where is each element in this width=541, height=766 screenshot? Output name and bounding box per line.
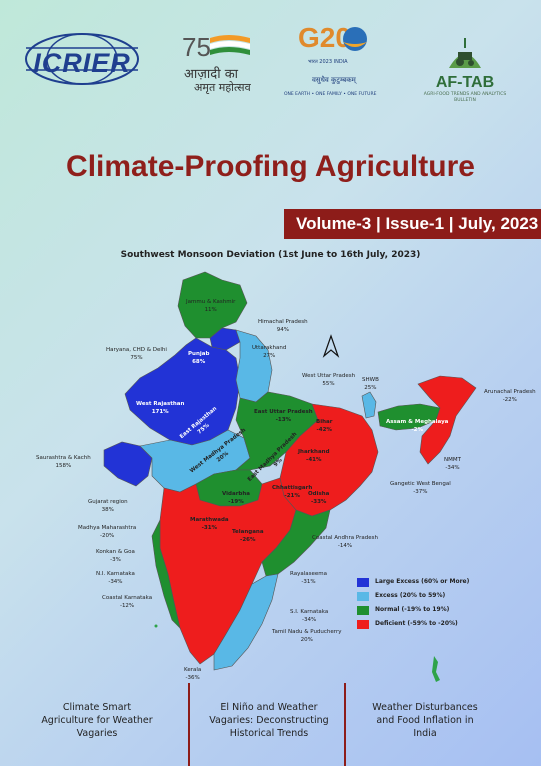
label-chhattisgarh: Chhattisgarh -21%: [272, 485, 313, 499]
aftab-tagline: AGRI-FOOD TRENDS AND ANALYTICS BULLETIN: [423, 92, 507, 103]
region-coastal-andhra: [261, 509, 331, 577]
lakshadweep-islands: [154, 624, 158, 628]
region-saurashtra-kachh: [103, 441, 153, 487]
aftab-logo: AF-TAB AGRI-FOOD TRENDS AND ANALYTICS BU…: [420, 34, 510, 104]
label-jharkhand: Jharkhand -41%: [298, 449, 330, 463]
g20-wordmark: G20: [298, 22, 351, 53]
g20-motto-hindi: वसुधैव कुटुम्बकम्: [312, 76, 356, 84]
amrit-mahotsav-text: अमृत महोत्सव: [194, 81, 251, 94]
legend-item: Large Excess (60% or More): [357, 576, 517, 590]
article-link-el-nino[interactable]: El Niño and Weather Vagaries: Deconstruct…: [209, 702, 329, 739]
region-jammu-kashmir: [177, 271, 248, 339]
label-himachal: Himachal Pradesh 94%: [258, 319, 308, 333]
label-coastal-andhra: Coastal Andhra Pradesh -14%: [312, 535, 378, 549]
legend-item: Normal (-19% to 19%): [357, 604, 517, 618]
footer-articles: Climate Smart Agriculture for Weather Vaga…: [0, 683, 541, 766]
label-coastal-karnataka: Coastal Karnataka -12%: [102, 595, 153, 609]
andaman-nicobar-islands: [432, 656, 440, 682]
lotus-globe-icon: [343, 27, 367, 51]
tricolour-flag-icon: 75: [182, 32, 250, 62]
globe-icon: [25, 33, 139, 85]
region-shwb: [361, 391, 377, 419]
legend-swatch-large-excess: [357, 578, 369, 587]
region-konkan-coastal-karnataka: [151, 519, 181, 629]
label-west-rajasthan: West Rajasthan 171%: [136, 401, 185, 415]
label-vidarbha: Vidarbha -19%: [222, 491, 250, 505]
label-haryana: Haryana, CHD & Delhi 75%: [106, 347, 167, 361]
label-marathwada: Marathwada -31%: [190, 517, 229, 531]
g20-motto-english: ONE EARTH • ONE FAMILY • ONE FUTURE: [284, 92, 377, 97]
label-ni-karnataka: N.I. Karnataka -34%: [96, 571, 135, 585]
label-gangetic-wb: Gangetic West Bengal -37%: [390, 481, 451, 495]
tractor-field-icon: [449, 38, 481, 68]
label-uttarakhand: Uttarakhand 27%: [252, 345, 287, 359]
g20-subtitle: भारत 2023 INDIA: [308, 59, 348, 65]
azadi-ka-amrit-mahotsav-logo: 75 आज़ादी का अमृत महोत्सव: [176, 28, 260, 94]
article-link-food-inflation[interactable]: Weather Disturbances and Food Inflation i…: [372, 702, 478, 739]
label-odisha: Odisha -33%: [308, 491, 330, 505]
label-saurashtra: Saurashtra & Kachh 158%: [36, 455, 91, 469]
svg-text:75: 75: [182, 32, 211, 62]
label-shwb: SHWB 25%: [362, 377, 379, 391]
label-west-up: West Uttar Pradesh 55%: [302, 373, 356, 387]
region-up-west-uttarakhand: [235, 329, 273, 403]
legend-swatch-excess: [357, 592, 369, 601]
volume-banner: Volume-3 | Issue-1 | July, 2023: [284, 209, 541, 239]
article-link-climate-smart[interactable]: Climate Smart Agriculture for Weather Vaga…: [41, 702, 153, 739]
label-kerala: Kerala -36%: [184, 667, 202, 681]
legend-item: Excess (20% to 59%): [357, 590, 517, 604]
label-nmmt: NMMT -34%: [444, 457, 461, 471]
label-madhya-maharashtra: Madhya Maharashtra -20%: [78, 525, 137, 539]
label-jammu-kashmir: Jammu & Kashmir 11%: [186, 299, 236, 313]
map-legend: Large Excess (60% or More) Excess (20% t…: [357, 576, 517, 632]
label-konkan-goa: Konkan & Goa -3%: [96, 549, 135, 563]
label-tamil-nadu: Tamil Nadu & Puducherry 20%: [272, 629, 342, 643]
label-telangana: Telangana -26%: [232, 529, 264, 543]
icrier-wordmark: ICRIER: [33, 48, 131, 78]
label-assam-meghalaya: Assam & Meghalaya -2%: [386, 419, 449, 433]
page-title: Climate-Proofing Agriculture: [66, 150, 475, 183]
region-arunachal-nmmt: [417, 375, 477, 465]
label-punjab: Punjab 68%: [188, 351, 210, 365]
label-east-up: East Uttar Pradesh -13%: [254, 409, 313, 423]
footer-divider: [188, 683, 190, 766]
label-si-karnataka: S.I. Karnataka -34%: [290, 609, 329, 623]
aftab-wordmark: AF-TAB: [435, 74, 495, 91]
label-arunachal: Arunachal Pradesh -22%: [484, 389, 536, 403]
legend-swatch-normal: [357, 606, 369, 615]
region-tamil-nadu: [213, 573, 279, 671]
label-bihar: Bihar -42%: [316, 419, 333, 433]
footer-divider: [344, 683, 346, 766]
legend-item: Deficient (-59% to -20%): [357, 618, 517, 632]
north-arrow-icon: [322, 334, 340, 358]
legend-swatch-deficient: [357, 620, 369, 629]
label-gujarat-region: Gujarat region 38%: [88, 499, 128, 513]
azadi-text: आज़ादी का: [184, 67, 239, 82]
map-title: Southwest Monsoon Deviation (1st June to…: [120, 250, 421, 260]
g20-logo: G20 भारत 2023 INDIA वसुधैव कुटुम्बकम् ON…: [284, 22, 380, 104]
region-east-up-east-mp: [235, 391, 319, 471]
volume-issue-date: Volume-3 | Issue-1 | July, 2023: [296, 214, 539, 233]
label-rayalaseema: Rayalaseema -31%: [290, 571, 327, 585]
icrier-logo: ICRIER: [22, 32, 142, 86]
